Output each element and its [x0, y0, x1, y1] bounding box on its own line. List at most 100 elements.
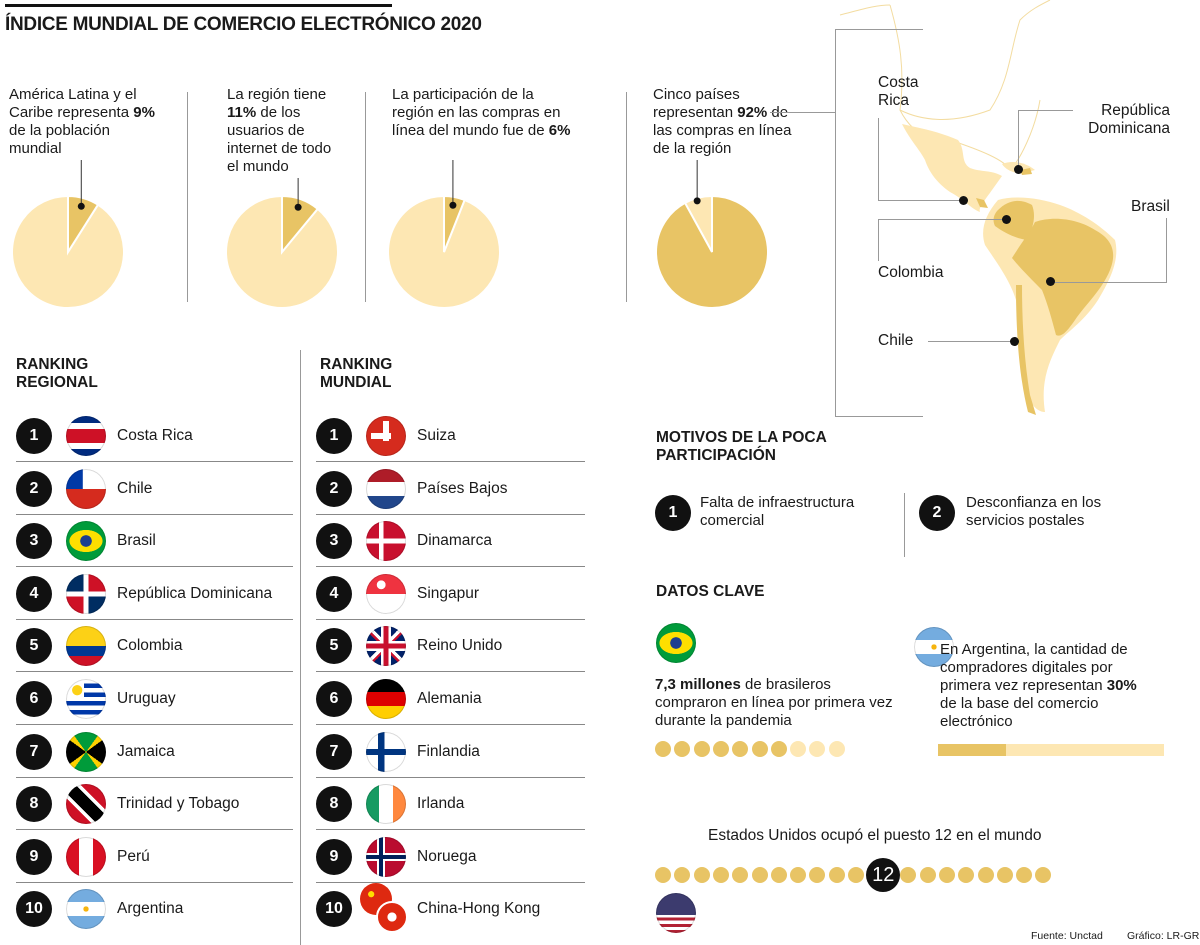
ranking-regional-row: 9 Perú — [16, 831, 150, 883]
flag-paises-bajos-icon — [366, 468, 406, 509]
flag-suiza-icon — [366, 416, 406, 456]
pie-text-1: América Latina y el Caribe representa 9%… — [9, 86, 159, 158]
mexico-central-america — [902, 124, 1002, 212]
rank-dot — [770, 867, 787, 883]
rank-badge: 9 — [16, 838, 52, 875]
country-name: República Dominicana — [117, 584, 273, 602]
country-name: Reino Unido — [417, 637, 503, 655]
map-label-brasil: Brasil — [1131, 198, 1170, 215]
rank-dot — [958, 867, 975, 883]
scale-dot — [655, 741, 671, 757]
country-name: Colombia — [117, 637, 183, 655]
flag-peru-icon — [66, 836, 106, 877]
rank-dot — [919, 867, 936, 883]
map-pin — [1002, 215, 1011, 224]
scale-dot — [809, 741, 826, 757]
country-name: Perú — [117, 847, 150, 865]
country-name: Costa Rica — [117, 427, 193, 444]
map-latin-america — [839, 0, 1117, 415]
scale-dot — [712, 741, 729, 757]
rank-dot — [900, 867, 917, 883]
country-name: Suiza — [417, 427, 456, 444]
pie-marker-dot — [77, 202, 85, 210]
pie-text-pre: La región tiene — [227, 86, 327, 103]
pie-text-pre: Cinco países representan — [653, 86, 740, 121]
ranking-mundial-row: 8 Irlanda — [316, 778, 464, 830]
pie-value: 11% — [227, 104, 257, 121]
flag-chile-icon — [66, 468, 106, 509]
argentina-fact-text: En Argentina, la cantidad de compradores… — [940, 641, 1128, 694]
row-separator — [316, 776, 585, 778]
pie-slice-highlight — [655, 194, 769, 309]
flag-trinidad-y-tobago-icon — [66, 784, 106, 825]
rank-badge: 5 — [316, 628, 352, 665]
scale-dot — [732, 741, 749, 757]
flag-brasil-icon — [66, 521, 106, 562]
row-separator — [316, 724, 585, 725]
divider — [626, 92, 627, 302]
flag-argentina-icon — [914, 627, 954, 667]
rank-dot — [938, 867, 955, 883]
pie-text-2: La región tiene 11% de los usuarios de i… — [227, 86, 345, 176]
scale-dot — [828, 741, 845, 757]
country-name: Argentina — [117, 900, 184, 918]
rank-badge: 1 — [316, 418, 352, 454]
country-name: Dinamarca — [417, 532, 492, 550]
source: Fuente: Unctad — [1031, 930, 1103, 942]
country-name: China-Hong Kong — [417, 900, 541, 918]
argentina-progress-bar — [938, 744, 1164, 756]
callout-line — [1166, 218, 1167, 283]
rank-badge: 6 — [16, 681, 52, 717]
row-separator — [16, 513, 293, 515]
title-rule — [5, 4, 392, 7]
flag-hong-kong-icon — [376, 901, 408, 934]
flag-singapur-icon — [366, 573, 406, 614]
flag-uruguay-icon — [66, 679, 106, 719]
ranking-mundial-row: 2 Países Bajos — [316, 463, 507, 515]
argentina-fact: En Argentina, la cantidad de compradores… — [940, 641, 1140, 731]
argentina-fact-text: de la base del comercio electrónico — [940, 695, 1099, 730]
pie-slice-highlight — [67, 194, 100, 256]
rank-badge: 10 — [316, 891, 352, 928]
rank-badge: 8 — [16, 786, 52, 823]
motivo-number-2: 2 — [919, 495, 955, 531]
ranking-mundial-row: 9 Noruega — [316, 831, 476, 883]
flag-estados-unidos-icon — [656, 893, 696, 933]
motivo-text-1: Falta de infraestructura comercial — [700, 494, 855, 529]
pie-text-pre: América Latina y el Caribe representa — [9, 86, 137, 121]
ranking-regional-row: 8 Trinidad y Tobago — [16, 778, 239, 830]
row-separator — [16, 566, 293, 568]
row-separator — [16, 776, 293, 778]
rank-badge: 1 — [16, 418, 52, 454]
rank-badge: 3 — [316, 523, 352, 560]
rank-badge: 10 — [16, 891, 52, 928]
rank-dot — [732, 867, 749, 883]
rank-badge: 7 — [16, 733, 52, 770]
pie-marker-dot — [693, 197, 701, 205]
callout-line — [1018, 110, 1019, 170]
rank-dot — [693, 867, 710, 883]
pie-slice-rest — [11, 194, 125, 309]
ranking-mundial-row: 10 China-Hong Kong — [316, 883, 540, 935]
rank-dot — [996, 867, 1013, 883]
rank-dot — [655, 867, 671, 883]
map-pin — [959, 196, 968, 205]
map-label-costa-rica: Costa Rica — [878, 74, 919, 109]
country-name: Uruguay — [117, 690, 176, 707]
pie-text-post: de los usuarios de internet de todo el m… — [227, 104, 332, 175]
rank-dot — [674, 867, 691, 883]
rank-dot — [1035, 867, 1052, 883]
usa-rank-badge: 12 — [866, 858, 901, 892]
map-pin — [1046, 277, 1055, 286]
rank-badge: 4 — [316, 575, 352, 612]
map-label-chile: Chile — [878, 332, 914, 349]
pie-value: 92% — [737, 104, 768, 121]
divider — [300, 350, 301, 945]
row-separator — [316, 618, 585, 620]
ranking-regional-row: 6 Uruguay — [16, 673, 176, 725]
argentina-fact-value: 30% — [1106, 677, 1137, 694]
callout-line — [878, 118, 879, 200]
flag-argentina-icon — [66, 889, 106, 930]
flag-finlandia-icon — [366, 731, 406, 772]
ranking-regional-row: 7 Jamaica — [16, 726, 175, 778]
